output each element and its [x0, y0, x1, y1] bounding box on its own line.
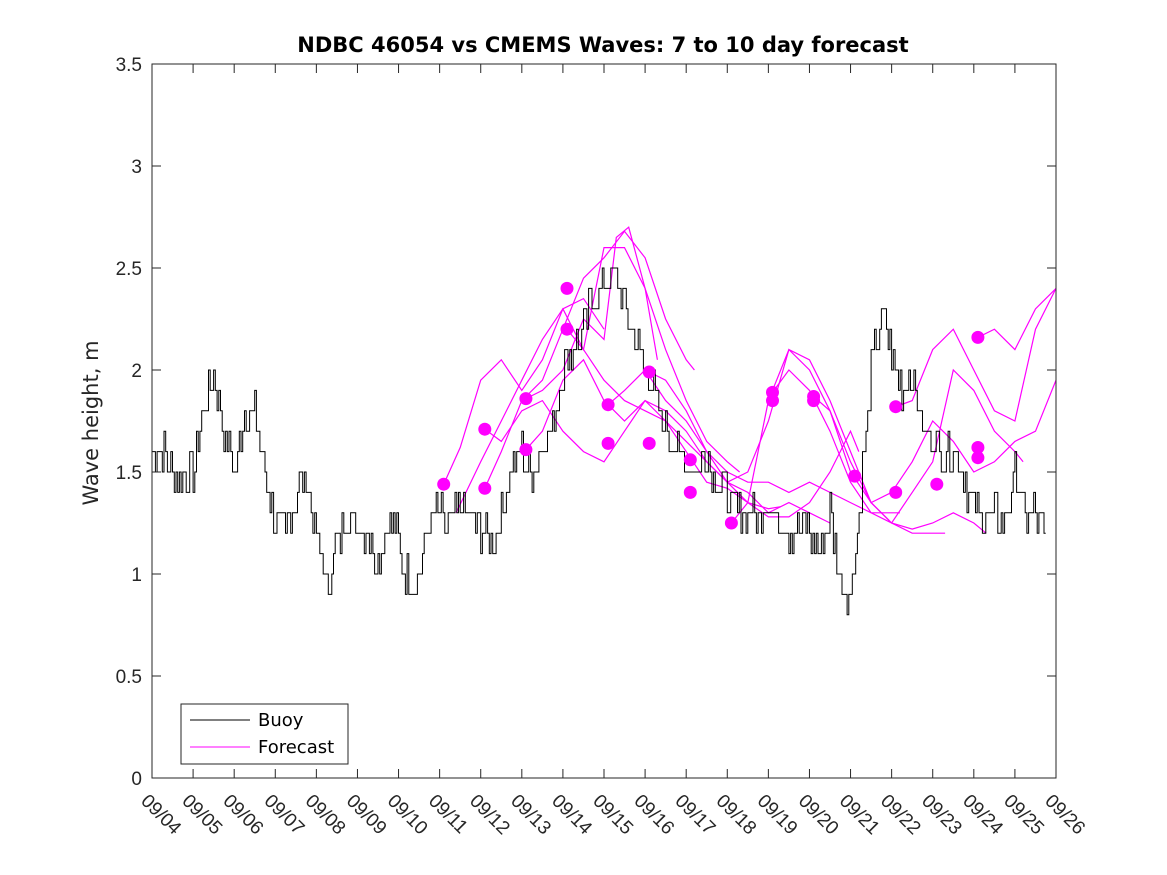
forecast-marker [478, 481, 492, 495]
forecast-line-1 [455, 247, 658, 514]
forecast-marker [889, 485, 903, 499]
forecast-markers [437, 281, 985, 530]
forecast-marker [601, 436, 615, 450]
forecast-marker [642, 436, 656, 450]
forecast-marker [971, 441, 985, 454]
forecast-line-2 [484, 230, 695, 489]
forecast-marker [519, 443, 533, 457]
forecast-marker [683, 453, 697, 467]
forecast-marker [560, 281, 574, 295]
forecast-marker [766, 394, 779, 408]
y-tick-label: 1 [131, 565, 142, 586]
legend-forecast-label: Forecast [258, 737, 334, 758]
legend-box [180, 703, 349, 765]
forecast-line-5 [484, 399, 831, 524]
y-axis-label: Wave height, m [79, 340, 103, 505]
forecast-marker [601, 398, 615, 412]
forecast-line-12 [895, 288, 1057, 422]
y-tick-label: 0 [131, 769, 142, 790]
forecast-marker [478, 422, 492, 436]
forecast-marker [807, 394, 821, 408]
forecast-marker [642, 365, 656, 379]
forecast-marker [437, 477, 451, 491]
forecast-line-3 [525, 226, 740, 473]
forecast-marker [930, 477, 944, 491]
buoy-series [152, 267, 1046, 616]
buoy-line [152, 267, 1046, 616]
forecast-marker [560, 322, 574, 336]
forecast-line-4 [525, 358, 781, 510]
forecast-line-13 [977, 287, 1057, 351]
forecast-marker [519, 392, 533, 406]
forecast-marker [683, 485, 697, 499]
y-tick-label: 2 [131, 361, 142, 382]
y-tick-label: 0.5 [116, 667, 142, 688]
forecast-marker [724, 516, 738, 530]
legend: Buoy Forecast [180, 703, 349, 765]
forecast-marker [889, 400, 903, 414]
y-tick-label: 3.5 [116, 55, 142, 76]
forecast-marker [971, 330, 985, 344]
y-tick-label: 2.5 [116, 259, 142, 280]
y-tick-label: 3 [131, 157, 142, 178]
y-tick-label: 1.5 [116, 463, 142, 484]
forecast-marker [971, 451, 985, 465]
forecast-line-8 [648, 348, 946, 534]
forecast-line-0 [443, 297, 605, 485]
legend-buoy-label: Buoy [258, 710, 304, 731]
forecast-marker [848, 469, 862, 483]
chart-title: NDBC 46054 vs CMEMS Waves: 7 to 10 day f… [297, 33, 908, 57]
